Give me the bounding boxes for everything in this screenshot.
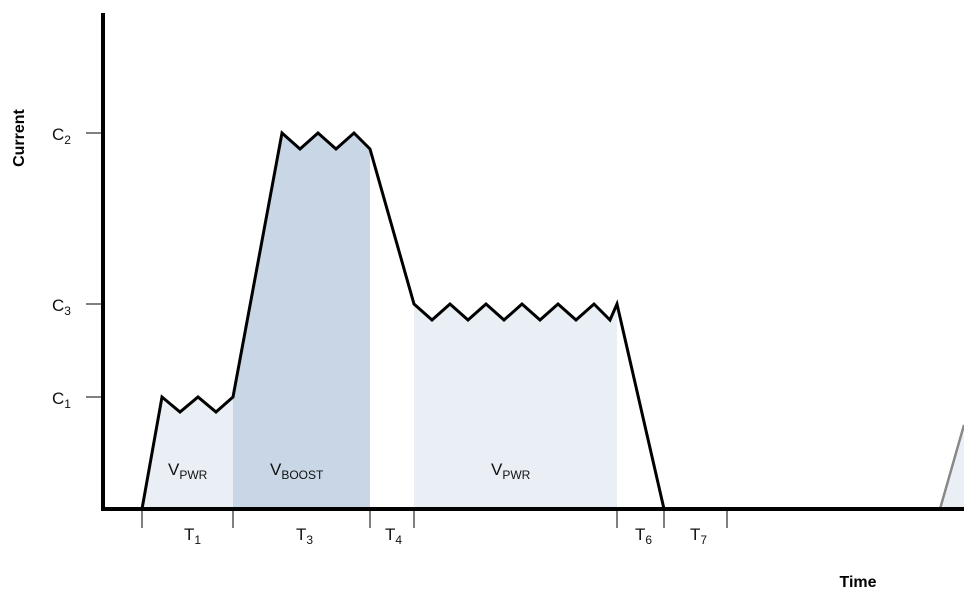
time-label-t7: T7 (690, 525, 707, 547)
y-label-c3: C3 (52, 296, 71, 318)
x-axis-title: Time (839, 574, 876, 591)
region-vpwr-1-fill (142, 397, 233, 509)
y-label-c1: C1 (52, 389, 71, 411)
region-vpwr-2-fill (414, 304, 617, 509)
y-axis-title: Current (11, 108, 28, 166)
region-vboost-fill (233, 133, 370, 509)
restart-ramp-line (938, 424, 964, 510)
region-label-vpwr-2: VPWR (491, 460, 531, 482)
time-label-t3: T3 (296, 525, 313, 547)
region-label-vpwr-1: VPWR (168, 460, 208, 482)
time-label-t4: T4 (385, 525, 402, 547)
region-label-vboost: VBOOST (270, 460, 324, 482)
time-label-t1: T1 (184, 525, 201, 547)
current-waveform-line (140, 130, 666, 510)
y-label-c2: C2 (52, 125, 71, 147)
time-label-t6: T6 (635, 525, 652, 547)
